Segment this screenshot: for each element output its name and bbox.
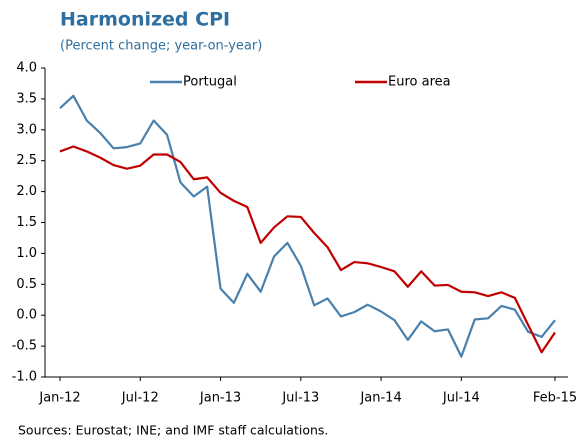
y-tick-label: -1.0 [12,370,37,385]
x-tick-label: Jan-12 [38,391,80,406]
x-tick-label: Jan-13 [199,391,241,406]
chart-subtitle: (Percent change; year-on-year) [60,39,262,54]
y-tick-label: 2.0 [16,184,37,199]
legend-label: Portugal [183,75,237,90]
y-tick-label: 4.0 [16,61,37,76]
x-tick-label: Jul-12 [121,391,159,406]
y-tick-label: 2.5 [16,153,37,168]
series-line [59,145,556,354]
y-tick-label: -0.5 [12,339,37,354]
y-tick-label: 3.5 [16,91,37,106]
x-tick-label: Jul-14 [442,391,480,406]
y-tick-label: 0.5 [16,277,37,292]
x-tick-label: Jan-14 [359,391,401,406]
y-tick-label: 3.0 [16,122,37,137]
source-note: Sources: Eurostat; INE; and IMF staff ca… [18,423,328,438]
y-tick-label: 1.0 [16,246,37,261]
legend-label: Euro area [388,75,451,90]
y-tick-label: 1.5 [16,215,37,230]
series-line [59,94,556,358]
chart-title: Harmonized CPI [60,9,230,31]
x-tick-label: Jul-13 [281,391,319,406]
x-tick-label: Feb-15 [533,391,577,406]
y-tick-label: 0.0 [16,308,37,323]
